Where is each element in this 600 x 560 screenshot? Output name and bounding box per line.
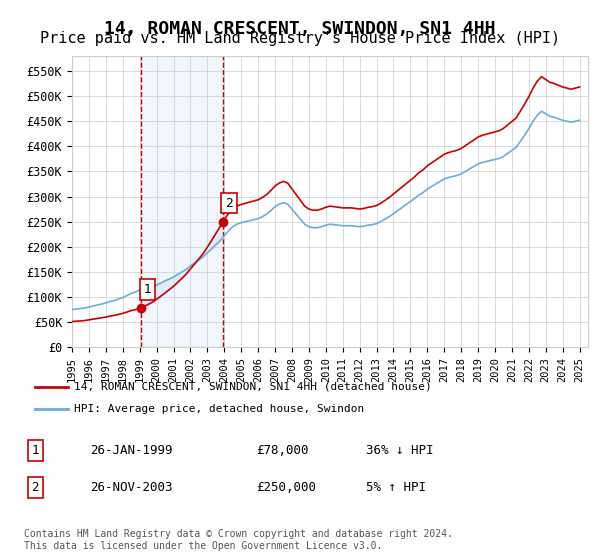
Text: 36% ↓ HPI: 36% ↓ HPI [366,444,434,457]
Text: 1: 1 [31,444,39,457]
Text: 26-NOV-2003: 26-NOV-2003 [90,481,173,494]
Text: 26-JAN-1999: 26-JAN-1999 [90,444,173,457]
Bar [141,56,223,347]
Text: Contains HM Land Registry data © Crown copyright and database right 2024.
This d: Contains HM Land Registry data © Crown c… [24,529,453,551]
Text: 1: 1 [143,283,151,296]
Text: 2: 2 [225,197,233,209]
Text: 14, ROMAN CRESCENT, SWINDON, SN1 4HH: 14, ROMAN CRESCENT, SWINDON, SN1 4HH [104,20,496,38]
Text: 5% ↑ HPI: 5% ↑ HPI [366,481,426,494]
Text: £250,000: £250,000 [256,481,316,494]
Text: 2: 2 [31,481,39,494]
Text: £78,000: £78,000 [256,444,308,457]
Text: 14, ROMAN CRESCENT, SWINDON, SN1 4HH (detached house): 14, ROMAN CRESCENT, SWINDON, SN1 4HH (de… [74,381,431,391]
Text: Price paid vs. HM Land Registry's House Price Index (HPI): Price paid vs. HM Land Registry's House … [40,31,560,46]
Text: HPI: Average price, detached house, Swindon: HPI: Average price, detached house, Swin… [74,404,364,414]
